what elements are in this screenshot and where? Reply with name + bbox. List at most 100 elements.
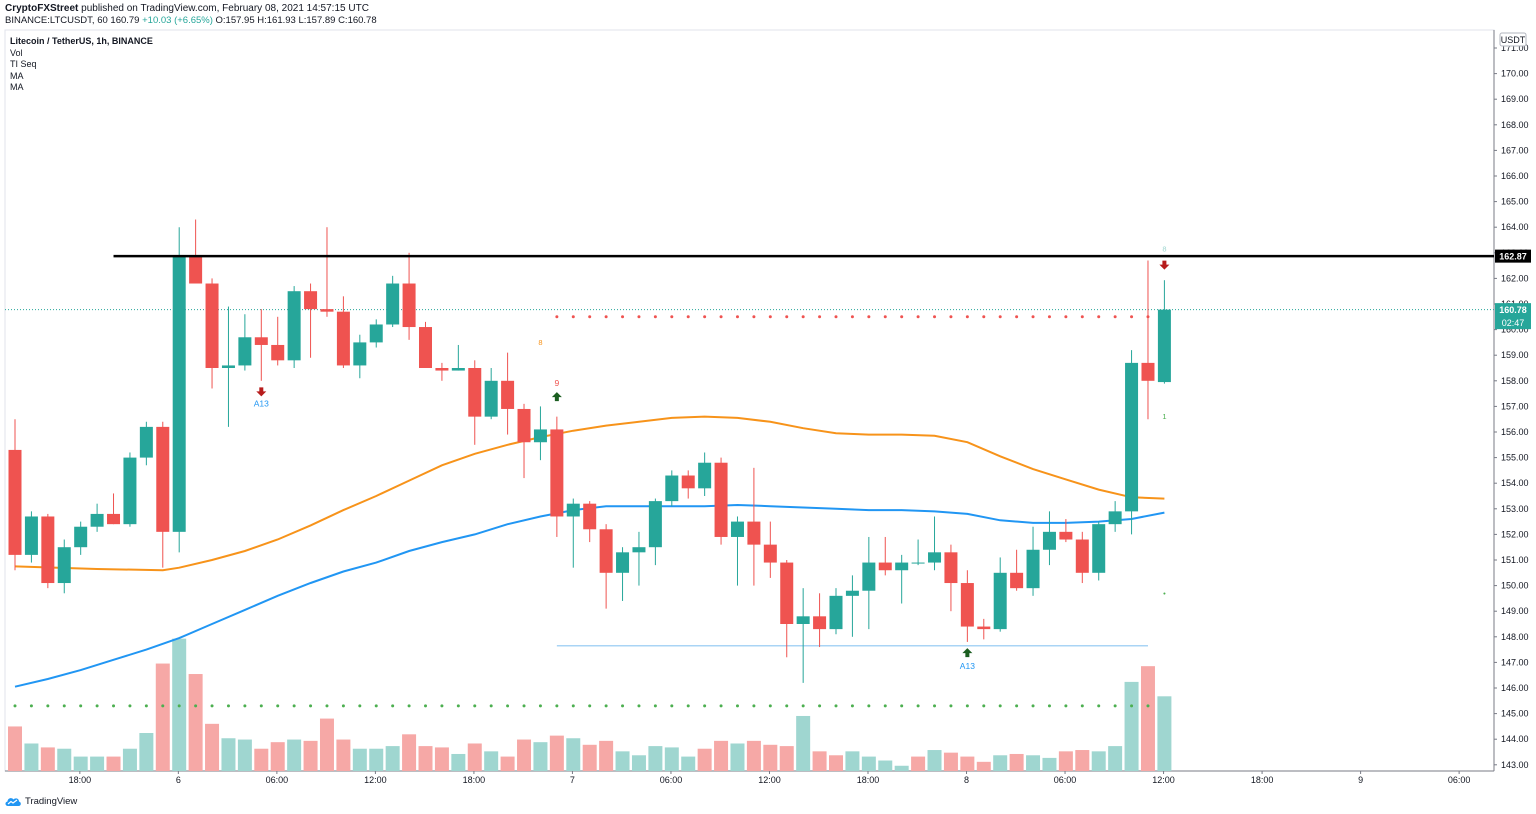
buy-signal-arrow-icon: 9 [551, 378, 562, 402]
price-tick-label: 146.00 [1501, 683, 1529, 693]
candle-body [632, 547, 646, 553]
price-tick-label: 154.00 [1501, 478, 1529, 488]
symbol-info-line: BINANCE:LTCUSDT, 60 160.79 +10.03 (+6.65… [5, 15, 377, 26]
candle-body [74, 526, 88, 548]
tiseq-red-dot [850, 315, 854, 319]
volume-bar [369, 748, 384, 771]
tiseq-red-dot [735, 315, 739, 319]
last-price-label: 160.79 [110, 15, 142, 26]
volume-bar [517, 739, 532, 771]
volume-bar [57, 748, 72, 771]
tiseq-red-dot [949, 315, 953, 319]
candle-body [763, 544, 777, 563]
volume-bar [664, 747, 679, 771]
candle-body [1125, 362, 1139, 512]
tiseq-red-dot [653, 315, 657, 319]
tiseq-green-dot [867, 704, 871, 708]
price-tick-label: 150.00 [1501, 581, 1529, 591]
candle [911, 539, 925, 566]
candle [402, 252, 416, 340]
candle-body [895, 562, 909, 571]
candle [468, 360, 482, 445]
tiseq-count-label: 8 [538, 338, 542, 347]
tiseq-green-dot [998, 704, 1002, 708]
candle-body [730, 521, 744, 537]
price-tick-label: 155.00 [1501, 453, 1529, 463]
tiseq-green-dot [95, 704, 99, 708]
candle-body [156, 426, 170, 532]
candle [993, 557, 1007, 632]
volume-bar [927, 750, 942, 771]
current-price-tag [1495, 303, 1531, 330]
tiseq-green-dot [506, 704, 510, 708]
candle-body [189, 255, 203, 284]
volume-bar [385, 746, 400, 771]
candle-body [484, 380, 498, 417]
arrow-up-icon [551, 392, 562, 402]
tradingview-logo[interactable]: TradingView [4, 795, 77, 807]
tiseq-green-dot [522, 704, 526, 708]
candle-body [599, 529, 613, 573]
arrow-down-icon [1159, 260, 1170, 270]
tiseq-red-dot [719, 315, 723, 319]
tiseq-green-dot [358, 704, 362, 708]
candle-body [1059, 531, 1073, 540]
candle [747, 467, 761, 586]
tiseq-green-dot [982, 704, 986, 708]
tiseq-green-dot [1080, 704, 1084, 708]
candle [386, 275, 400, 328]
time-tick-label: 6 [176, 775, 181, 785]
candle [632, 531, 646, 586]
tiseq-count-label: • [1163, 589, 1166, 598]
candle [451, 344, 465, 371]
candle [1108, 501, 1122, 532]
volume-bar [812, 751, 827, 771]
candle [829, 588, 843, 635]
candle-body [583, 503, 597, 530]
candle [369, 319, 383, 348]
candle [501, 352, 515, 435]
tiseq-green-dot [46, 704, 50, 708]
candle [517, 403, 531, 479]
time-tick-label: 06:00 [266, 775, 289, 785]
volume-bar [139, 733, 154, 771]
tiseq-red-dot [1031, 315, 1035, 319]
tiseq-green-dot [621, 704, 625, 708]
arrow-up-icon [962, 648, 973, 658]
tiseq-red-dot [555, 315, 559, 319]
price-tick-label: 164.00 [1501, 222, 1529, 232]
tiseq-red-dot [768, 315, 772, 319]
price-tick-label: 160.00 [1501, 325, 1529, 335]
candle [763, 521, 777, 578]
candle [895, 554, 909, 604]
candle [714, 457, 728, 545]
candle-body [648, 501, 662, 548]
candle-body [1026, 549, 1040, 589]
time-tick-label: 18:00 [69, 775, 92, 785]
tiseq-green-dot [161, 704, 165, 708]
volume-bar [1026, 755, 1041, 771]
price-tick-label: 159.00 [1501, 350, 1529, 360]
volume-bar [730, 743, 745, 771]
buy-signal-arrow-icon: A13 [960, 648, 975, 671]
candle-body [796, 616, 810, 624]
candle [435, 362, 449, 381]
candle [550, 416, 564, 537]
candle-body [550, 429, 564, 517]
tiseq-green-dot [752, 704, 756, 708]
candle [533, 406, 547, 461]
volume-bar [434, 747, 449, 771]
candle [221, 306, 235, 427]
volume-bar [549, 735, 564, 771]
tiseq-green-dot [79, 704, 83, 708]
tiseq-red-dot [588, 315, 592, 319]
candle [698, 452, 712, 496]
volume-bar [861, 756, 876, 771]
candle [156, 421, 170, 568]
price-tick-label: 147.00 [1501, 657, 1529, 667]
symbol-label: BINANCE:LTCUSDT, 60 [5, 15, 110, 26]
volume-bar [352, 748, 367, 771]
volume-bar [303, 740, 318, 771]
candle [944, 544, 958, 612]
